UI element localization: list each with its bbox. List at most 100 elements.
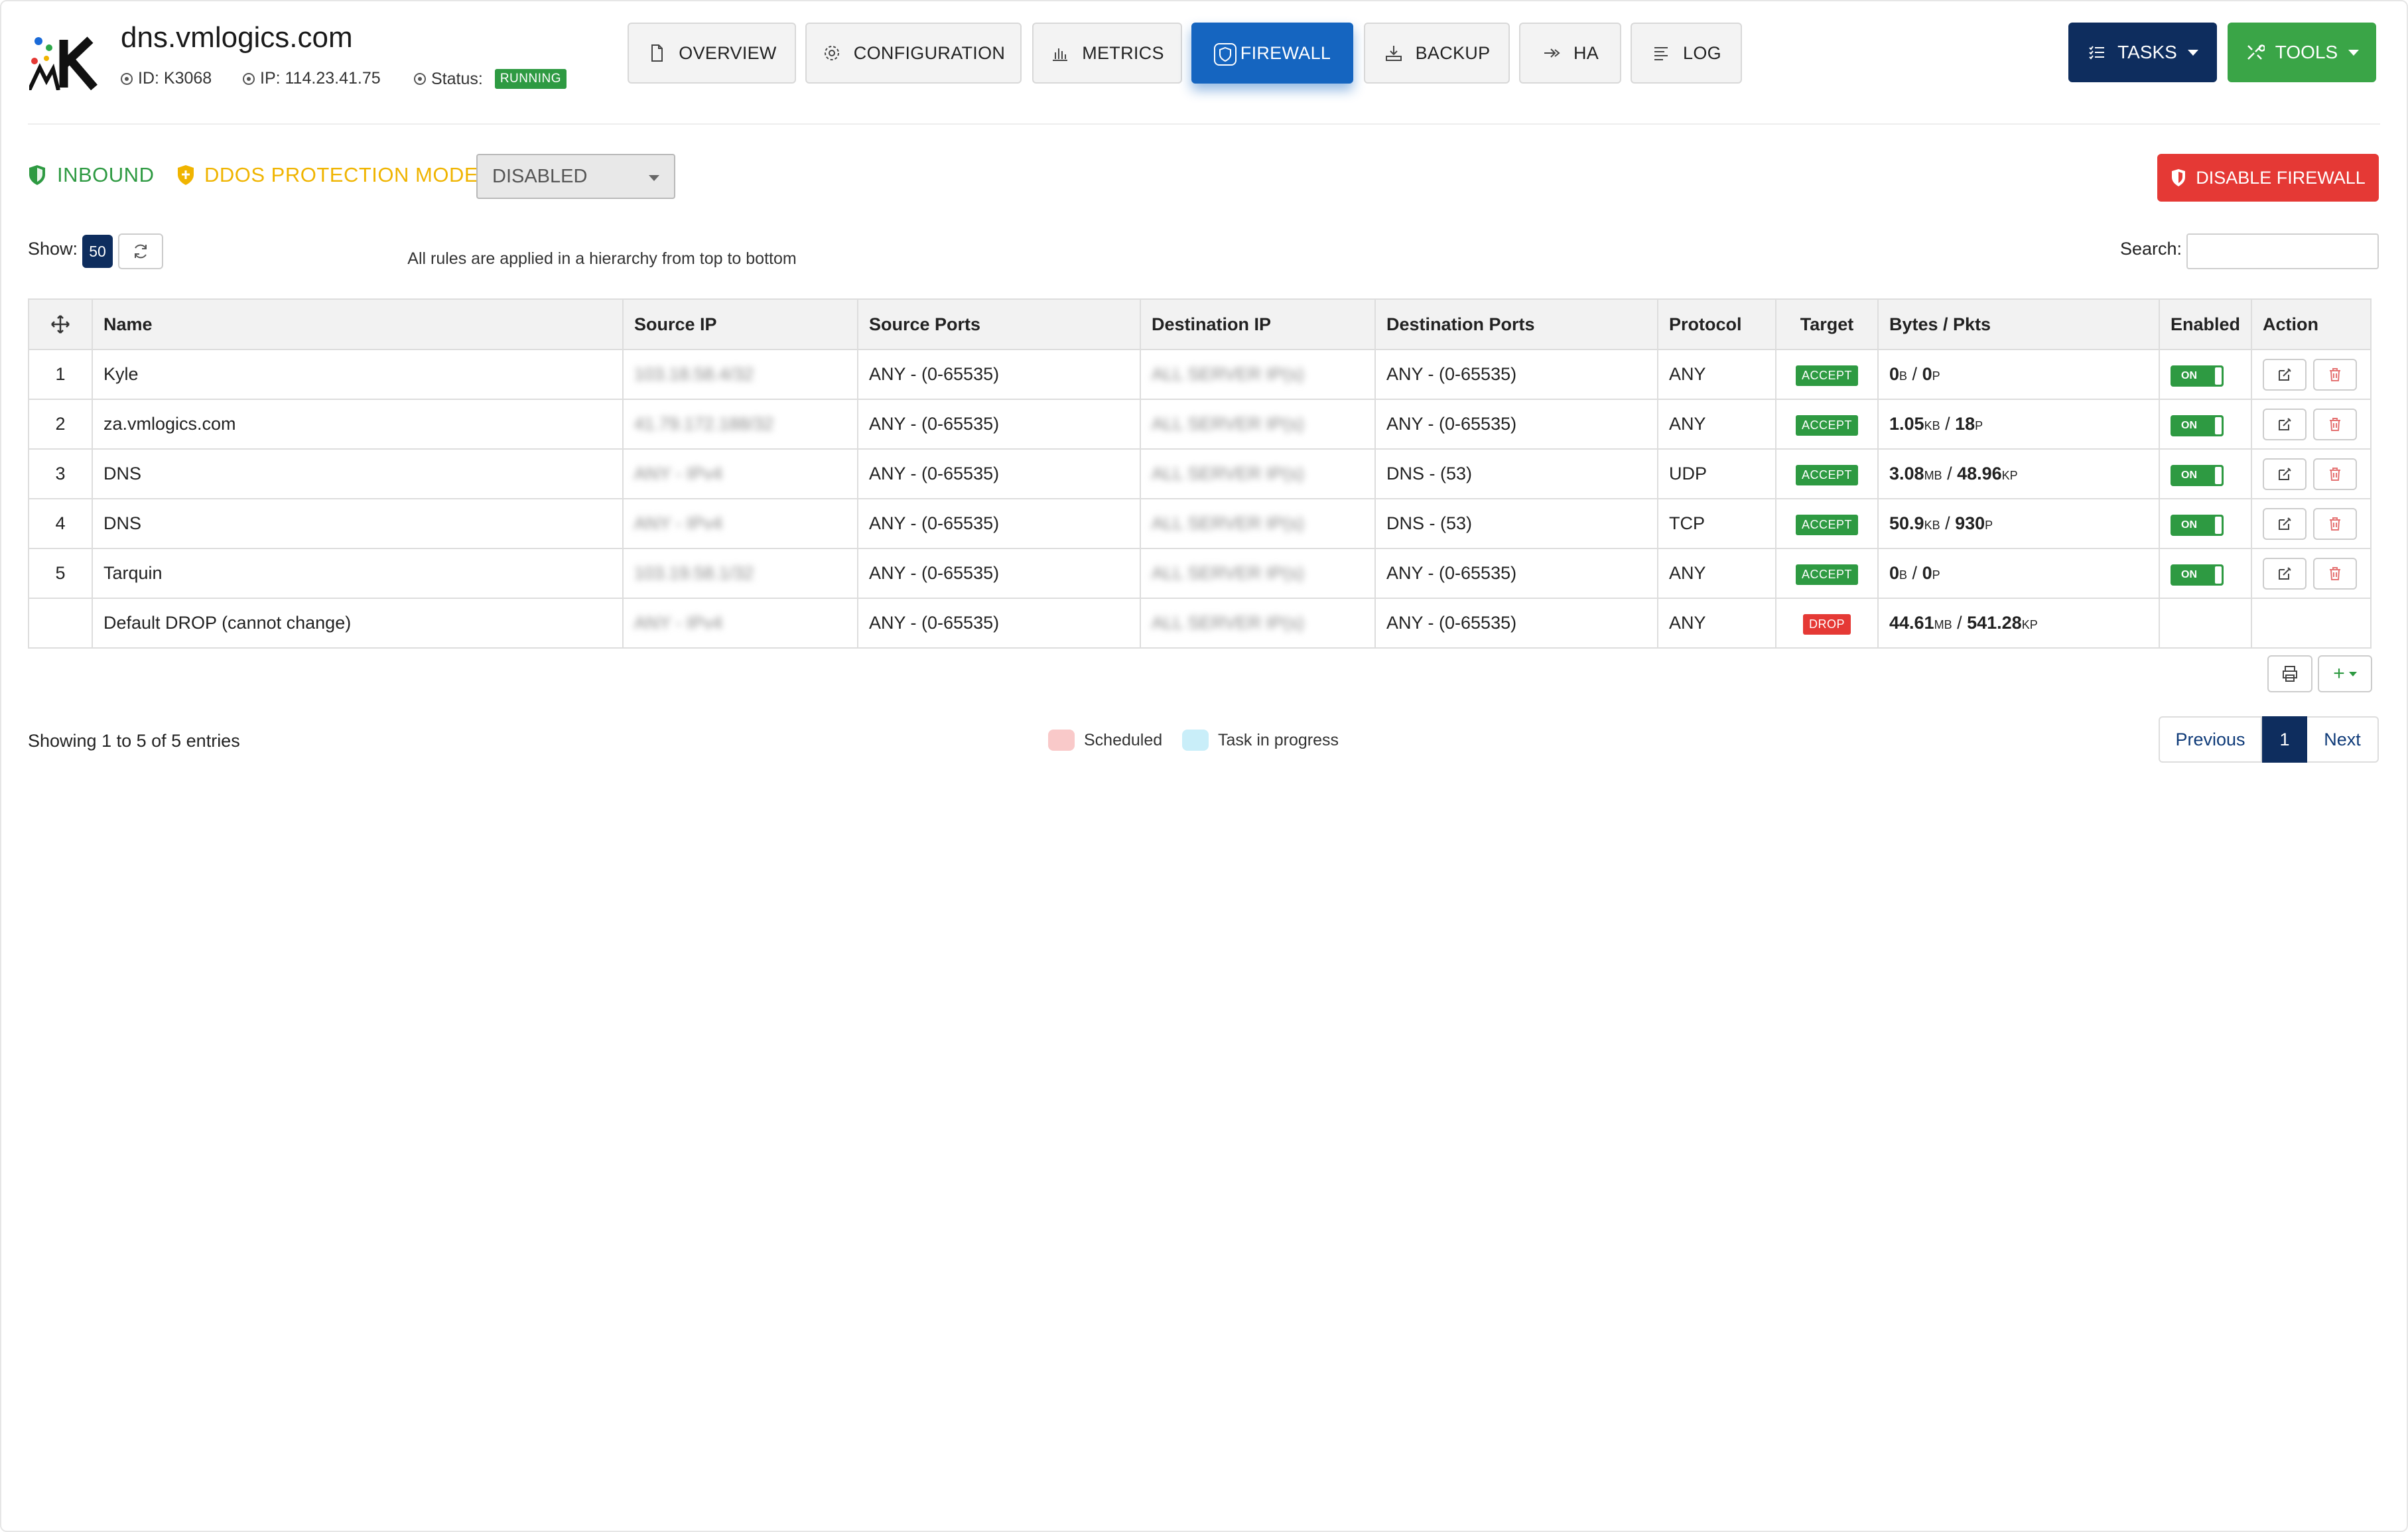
search-input[interactable] <box>2186 233 2379 269</box>
delete-rule-button[interactable] <box>2313 507 2358 540</box>
rule-enabled: ON <box>2158 448 2253 499</box>
column-header-destination-ip[interactable]: Destination IP <box>1140 298 1376 350</box>
bytes-value: 44.61 <box>1889 613 1934 633</box>
edit-rule-button[interactable] <box>2263 408 2307 440</box>
column-header-enabled[interactable]: Enabled <box>2158 298 2253 350</box>
rule-destination-ip: ALL SERVER IP(s) <box>1140 399 1376 450</box>
column-header-source-ports[interactable]: Source Ports <box>857 298 1141 350</box>
edit-rule-button[interactable] <box>2263 507 2307 540</box>
rule-name: Kyle <box>92 349 624 400</box>
rule-actions <box>2251 399 2372 450</box>
column-header-name[interactable]: Name <box>92 298 624 350</box>
tab-configuration[interactable]: CONFIGURATION <box>805 23 1022 84</box>
move-icon <box>51 315 70 334</box>
rule-bytes-pkts: 0B / 0P <box>1877 548 2160 599</box>
enabled-toggle[interactable]: ON <box>2171 564 2224 586</box>
edit-rule-button[interactable] <box>2263 358 2307 391</box>
page-1-button[interactable]: 1 <box>2262 716 2307 763</box>
legend-swatch <box>1182 730 1209 751</box>
rule-number[interactable]: 2 <box>28 399 93 450</box>
tab-metrics[interactable]: METRICS <box>1032 23 1182 84</box>
next-page-button[interactable]: Next <box>2307 716 2379 763</box>
table-row[interactable]: 1 Kyle 103.18.58.4/32 ANY - (0-65535) ALL SE… <box>28 349 2372 400</box>
delete-rule-button[interactable] <box>2313 458 2358 490</box>
rule-number[interactable] <box>28 598 93 649</box>
refresh-button[interactable] <box>118 233 163 269</box>
add-rule-button[interactable]: + <box>2318 655 2372 692</box>
table-row[interactable]: Default DROP (cannot change) ANY - IPv4 AN… <box>28 598 2372 649</box>
tab-firewall[interactable]: FIREWALL <box>1191 23 1353 84</box>
edit-rule-button[interactable] <box>2263 557 2307 590</box>
rule-bytes-pkts: 50.9KB / 930P <box>1877 498 2160 549</box>
table-row[interactable]: 2 za.vmlogics.com 41.79.172.188/32 ANY - (0… <box>28 399 2372 450</box>
rule-actions <box>2251 548 2372 599</box>
rule-source-ports: ANY - (0-65535) <box>857 448 1141 499</box>
tab-ha[interactable]: HA <box>1519 23 1621 84</box>
column-header-source-ip[interactable]: Source IP <box>622 298 858 350</box>
tab-overview[interactable]: OVERVIEW <box>628 23 796 84</box>
rule-name: Default DROP (cannot change) <box>92 598 624 649</box>
server-id: ID: K3068 <box>121 69 212 88</box>
enabled-toggle[interactable]: ON <box>2171 514 2224 536</box>
enabled-toggle[interactable]: ON <box>2171 464 2224 486</box>
tab-label: LOG <box>1683 42 1721 63</box>
pkts-unit: P <box>1985 519 1993 532</box>
edit-rule-button[interactable] <box>2263 458 2307 490</box>
disable-firewall-button[interactable]: DISABLE FIREWALL <box>2157 154 2379 202</box>
target-badge: ACCEPT <box>1795 564 1858 585</box>
rule-number[interactable]: 5 <box>28 548 93 599</box>
redacted-source-ip: ANY - IPv4 <box>634 513 723 533</box>
tasks-button[interactable]: TASKS <box>2068 23 2217 82</box>
delete-rule-button[interactable] <box>2313 557 2358 590</box>
column-header-protocol[interactable]: Protocol <box>1657 298 1776 350</box>
column-header-destination-ports[interactable]: Destination Ports <box>1374 298 1658 350</box>
delete-rule-button[interactable] <box>2313 358 2358 391</box>
legend-scheduled-text: Scheduled <box>1084 730 1163 749</box>
ddos-text: DDOS PROTECTION MODE: <box>204 163 485 186</box>
redacted-destination-ip: ALL SERVER IP(s) <box>1152 464 1304 483</box>
rule-actions <box>2251 349 2372 400</box>
table-header-row: Name Source IP Source Ports Destination … <box>28 298 2372 350</box>
pkts-unit: P <box>1932 369 1940 383</box>
rule-bytes-pkts: 1.05KB / 18P <box>1877 399 2160 450</box>
column-header-target[interactable]: Target <box>1775 298 1879 350</box>
rule-protocol: UDP <box>1657 448 1776 499</box>
chevron-down-icon <box>649 175 659 181</box>
rule-source-ports: ANY - (0-65535) <box>857 548 1141 599</box>
tab-backup[interactable]: BACKUP <box>1364 23 1510 84</box>
target-badge: ACCEPT <box>1795 365 1858 386</box>
page-size-select[interactable]: 50 <box>82 235 113 268</box>
rule-number[interactable]: 1 <box>28 349 93 400</box>
ip-icon <box>243 72 255 85</box>
toggle-knob <box>2215 367 2222 385</box>
vmlogics-logo <box>29 34 103 90</box>
tab-label: CONFIGURATION <box>853 42 1006 63</box>
rule-number[interactable]: 3 <box>28 448 93 499</box>
table-row[interactable]: 3 DNS ANY - IPv4 ANY - (0-65535) ALL SERVER … <box>28 448 2372 499</box>
table-row[interactable]: 5 Tarquin 103.19.58.1/32 ANY - (0-65535) ALL… <box>28 548 2372 599</box>
rule-number[interactable]: 4 <box>28 498 93 549</box>
tab-log[interactable]: LOG <box>1631 23 1742 84</box>
ddos-mode-select[interactable]: DISABLED <box>476 154 675 199</box>
rule-enabled: ON <box>2158 498 2253 549</box>
table-row[interactable]: 4 DNS ANY - IPv4 ANY - (0-65535) ALL SERVER … <box>28 498 2372 549</box>
column-header-bytes-pkts[interactable]: Bytes / Pkts <box>1877 298 2160 350</box>
delete-rule-button[interactable] <box>2313 408 2358 440</box>
rule-name: DNS <box>92 498 624 549</box>
print-button[interactable] <box>2267 655 2312 692</box>
table-body: 1 Kyle 103.18.58.4/32 ANY - (0-65535) ALL SE… <box>28 349 2372 649</box>
rule-destination-ip: ALL SERVER IP(s) <box>1140 598 1376 649</box>
previous-page-button[interactable]: Previous <box>2159 716 2262 763</box>
redacted-destination-ip: ALL SERVER IP(s) <box>1152 563 1304 583</box>
shield-icon <box>1213 43 1237 66</box>
rule-bytes-pkts: 3.08MB / 48.96KP <box>1877 448 2160 499</box>
trash-icon <box>2330 367 2341 381</box>
enabled-toggle[interactable]: ON <box>2171 365 2224 387</box>
target-badge: ACCEPT <box>1795 464 1858 485</box>
pkts-value: 48.96 <box>1957 464 2002 483</box>
redacted-source-ip: 41.79.172.188/32 <box>634 414 774 434</box>
enabled-toggle[interactable]: ON <box>2171 415 2224 436</box>
shield-icon <box>2171 168 2186 187</box>
tools-button[interactable]: TOOLS <box>2228 23 2376 82</box>
